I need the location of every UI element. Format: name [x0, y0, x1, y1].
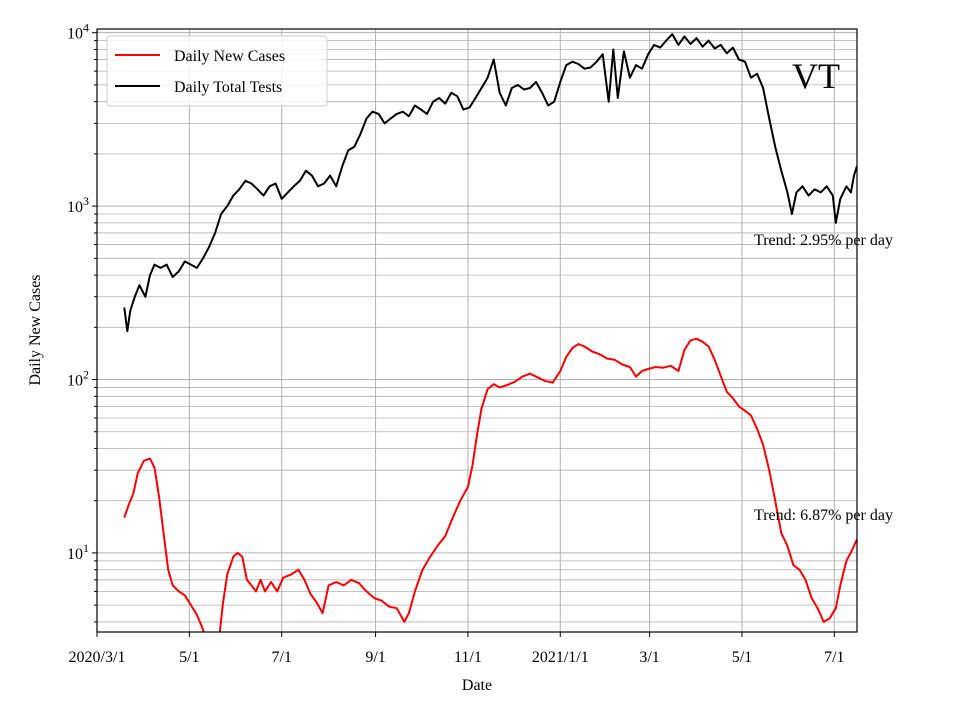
- annotation-cases-trend: Trend: 6.87% per day: [754, 507, 893, 524]
- x-tick-label: 5/1: [179, 649, 199, 666]
- y-axis-ticks: 101 102 103 104: [67, 21, 97, 623]
- legend-label-daily-new-cases: Daily New Cases: [174, 48, 285, 65]
- series-line-daily-total-tests: [123, 33, 857, 333]
- y-axis-label: Daily New Cases: [27, 274, 44, 385]
- x-axis-label: Date: [462, 677, 492, 694]
- legend: Daily New Cases Daily Total Tests: [106, 35, 328, 107]
- x-axis-ticks: 2020/3/1 5/1 7/1 9/1 11/1 2021/1/1 3/1 5/1 7/1: [69, 632, 845, 666]
- x-tick-label: 7/1: [824, 649, 844, 666]
- legend-box: [106, 35, 328, 107]
- x-tick-label: 11/1: [454, 649, 482, 666]
- y-tick-label: 104: [67, 21, 89, 43]
- y-tick-label: 102: [67, 368, 89, 390]
- plot-frame: [96, 28, 858, 633]
- legend-label-daily-total-tests: Daily Total Tests: [174, 79, 282, 96]
- x-tick-label: 3/1: [639, 649, 659, 666]
- x-tick-label: 5/1: [732, 649, 752, 666]
- grid-lines: [96, 29, 857, 632]
- x-tick-label: 7/1: [271, 649, 291, 666]
- y-tick-label: 101: [67, 541, 89, 563]
- x-tick-label: 2021/1/1: [532, 649, 589, 666]
- series-layer: [123, 33, 857, 632]
- y-tick-label: 103: [67, 194, 89, 216]
- x-tick-label: 2020/3/1: [69, 649, 126, 666]
- x-tick-label: 9/1: [365, 649, 385, 666]
- state-label: VT: [792, 56, 840, 96]
- series-line-daily-new-cases: [123, 337, 857, 632]
- annotation-tests-trend: Trend: 2.95% per day: [754, 232, 893, 249]
